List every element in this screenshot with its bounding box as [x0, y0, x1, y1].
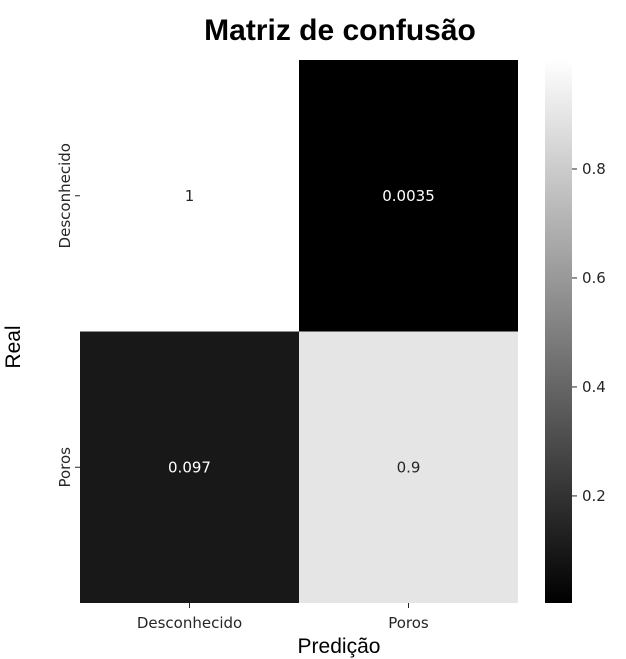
cell-annotations: 1 0.0035 0.097 0.9 [168, 187, 435, 477]
colorbar-tick-label: 0.6 [582, 269, 606, 287]
y-tick-label: Desconhecido [56, 143, 74, 248]
y-tick-label: Poros [56, 447, 74, 488]
heatmap-cell [80, 60, 299, 332]
colorbar-ticks: 0.2 0.4 0.6 0.8 [572, 160, 606, 505]
cell-value-label: 0.0035 [382, 187, 435, 205]
cell-value-label: 1 [185, 187, 195, 205]
colorbar [545, 60, 572, 603]
x-axis-label: Predição [298, 635, 381, 658]
cell-value-label: 0.9 [397, 458, 421, 476]
chart-title: Matriz de confusão [204, 14, 476, 47]
cell-value-label: 0.097 [168, 458, 211, 476]
heatmap-cell [299, 60, 518, 332]
y-axis-label: Real [2, 325, 25, 368]
y-axis-ticks: Desconhecido Poros [56, 143, 80, 488]
colorbar-tick-label: 0.4 [582, 378, 606, 396]
heatmap-cell [299, 331, 518, 603]
colorbar-tick-label: 0.2 [582, 487, 606, 505]
heatmap-cells [80, 60, 518, 603]
colorbar-tick-label: 0.8 [582, 160, 606, 178]
x-tick-label: Poros [388, 614, 429, 632]
heatmap-cell [80, 331, 299, 603]
x-axis-ticks: Desconhecido Poros [137, 603, 429, 632]
x-tick-label: Desconhecido [137, 614, 242, 632]
